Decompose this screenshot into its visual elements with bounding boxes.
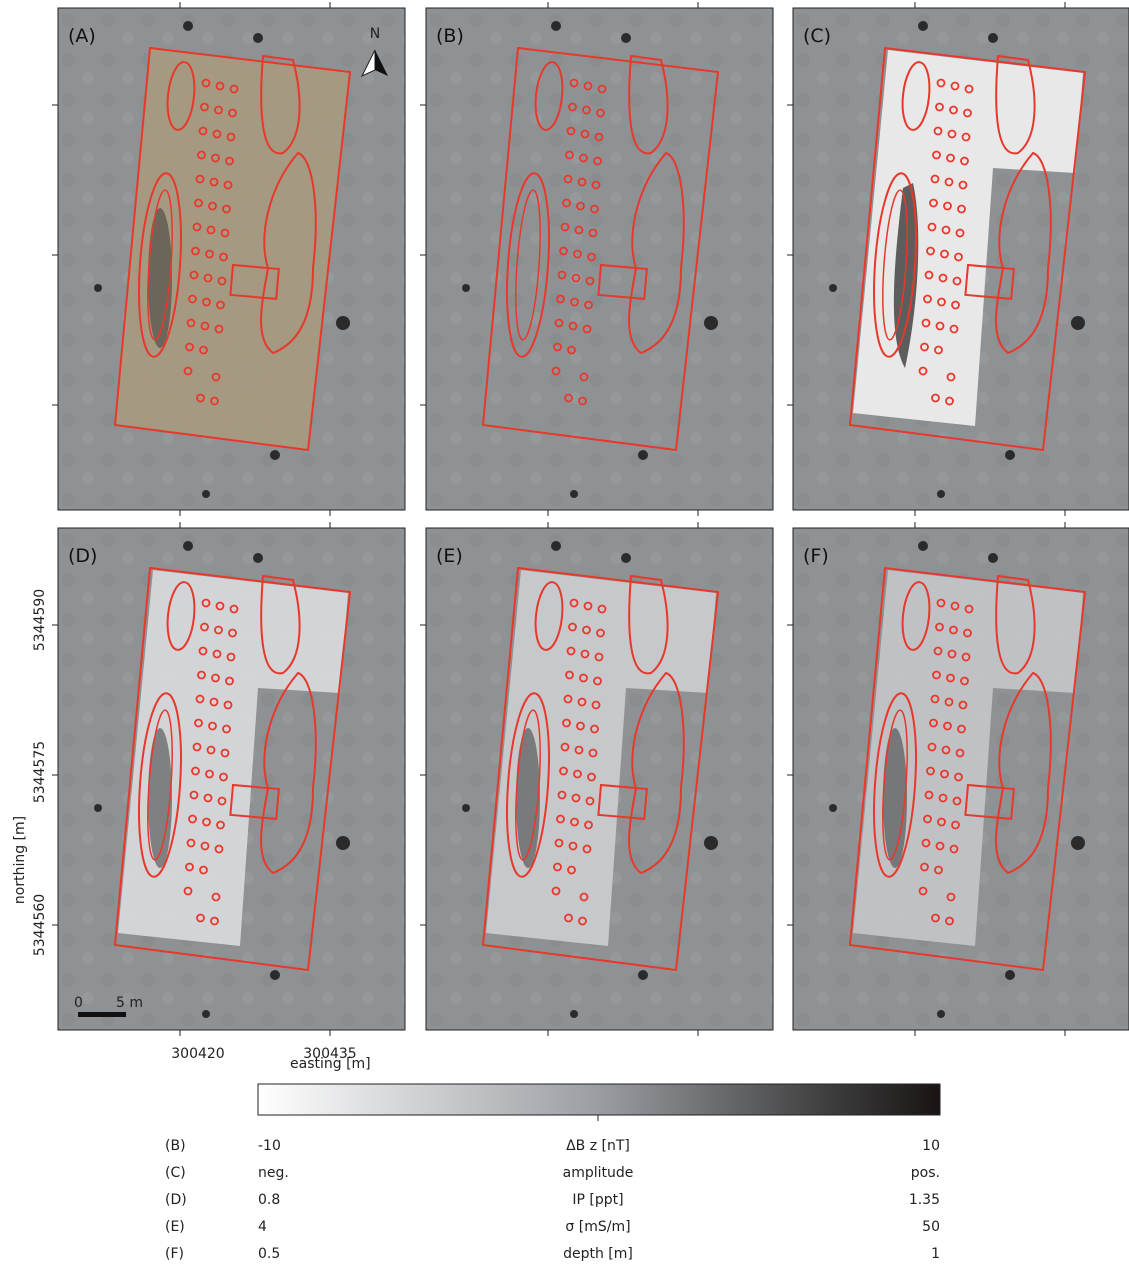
background-anomaly	[570, 490, 578, 498]
background-anomaly	[988, 33, 998, 43]
background-anomaly	[621, 553, 631, 563]
y-tick-label: 5344575	[32, 741, 48, 803]
map-panel: (A) N	[52, 2, 405, 516]
panel-label: (B)	[436, 25, 464, 47]
background-anomaly	[462, 284, 470, 292]
y-tick-label: 5344590	[32, 589, 48, 651]
background-anomaly	[270, 970, 280, 980]
background-anomaly	[829, 804, 837, 812]
legend-min: 0.8	[258, 1192, 280, 1208]
scale-bar	[78, 1012, 126, 1017]
x-tick-label: 300435	[303, 1046, 356, 1062]
scale-bar-label: 5 m	[116, 995, 143, 1011]
legend-quantity: σ [mS/m]	[565, 1219, 630, 1235]
background-anomaly	[570, 1010, 578, 1018]
background-anomaly	[937, 490, 945, 498]
background-anomaly	[202, 1010, 210, 1018]
background-anomaly	[621, 33, 631, 43]
background-anomaly	[551, 541, 561, 551]
background-anomaly	[918, 21, 928, 31]
legend-min: neg.	[258, 1165, 289, 1181]
data-overlay-detail	[148, 728, 172, 868]
background-anomaly	[1005, 450, 1015, 460]
panel-label: (A)	[68, 25, 96, 47]
background-anomaly	[202, 490, 210, 498]
map-panel: (F)	[787, 522, 1129, 1036]
background-anomaly	[918, 541, 928, 551]
legend-quantity: ΔB z [nT]	[566, 1138, 630, 1154]
legend-max: 1.35	[909, 1192, 940, 1208]
legend-panel: (D)	[165, 1192, 187, 1208]
data-overlay-detail	[516, 728, 540, 868]
legend-panel: (B)	[165, 1138, 186, 1154]
panel-label: (D)	[68, 545, 97, 567]
panel-label: (E)	[436, 545, 463, 567]
legend-max: 1	[931, 1246, 940, 1262]
background-anomaly	[638, 450, 648, 460]
legend-min: 0.5	[258, 1246, 280, 1262]
legend-panel: (F)	[165, 1246, 184, 1262]
legend-min: -10	[258, 1138, 281, 1154]
background-anomaly	[937, 1010, 945, 1018]
y-tick-label: 5344560	[32, 894, 48, 956]
background-anomaly	[829, 284, 837, 292]
colorbar	[258, 1084, 940, 1115]
legend-quantity: depth [m]	[563, 1246, 633, 1262]
panel-label: (F)	[803, 545, 829, 567]
legend-panel: (C)	[165, 1165, 186, 1181]
panel-label: (C)	[803, 25, 831, 47]
legend-max: 50	[922, 1219, 940, 1235]
y-axis-title: northing [m]	[12, 816, 28, 904]
map-panel: (C)	[787, 2, 1129, 516]
background-anomaly	[1005, 970, 1015, 980]
background-anomaly	[336, 836, 350, 850]
background-anomaly	[270, 450, 280, 460]
scale-bar-label: 0	[74, 995, 83, 1011]
background-anomaly	[1071, 836, 1085, 850]
background-anomaly	[253, 33, 263, 43]
background-anomaly	[704, 836, 718, 850]
x-tick-label: 300420	[171, 1046, 224, 1062]
legend-min: 4	[258, 1219, 267, 1235]
data-overlay-detail	[148, 208, 172, 348]
background-anomaly	[336, 316, 350, 330]
colorbar-legend: (B) -10 ΔB z [nT] 10 (C) neg. amplitude pos. (D)…	[165, 1138, 940, 1262]
figure: (A)N(B)(C)(D)05 m(E)(F) easting [m] nort…	[0, 0, 1129, 1266]
legend-max: pos.	[911, 1165, 940, 1181]
panels: (A) N (B) (C) (D) 0 5 m (E) (F)	[52, 2, 1129, 1036]
north-label: N	[370, 26, 380, 42]
legend-quantity: IP [ppt]	[572, 1192, 623, 1208]
map-panel: (E)	[420, 522, 773, 1036]
background-anomaly	[183, 541, 193, 551]
map-panel: (B)	[420, 2, 773, 516]
background-anomaly	[253, 553, 263, 563]
background-anomaly	[94, 804, 102, 812]
legend-panel: (E)	[165, 1219, 185, 1235]
background-anomaly	[1071, 316, 1085, 330]
background-anomaly	[551, 21, 561, 31]
background-anomaly	[183, 21, 193, 31]
background-anomaly	[462, 804, 470, 812]
data-overlay-detail	[883, 728, 907, 868]
map-background	[426, 8, 773, 510]
background-anomaly	[94, 284, 102, 292]
legend-max: 10	[922, 1138, 940, 1154]
background-anomaly	[638, 970, 648, 980]
map-panel: (D) 0 5 m	[52, 522, 405, 1036]
background-anomaly	[988, 553, 998, 563]
legend-quantity: amplitude	[563, 1165, 634, 1181]
background-anomaly	[704, 316, 718, 330]
